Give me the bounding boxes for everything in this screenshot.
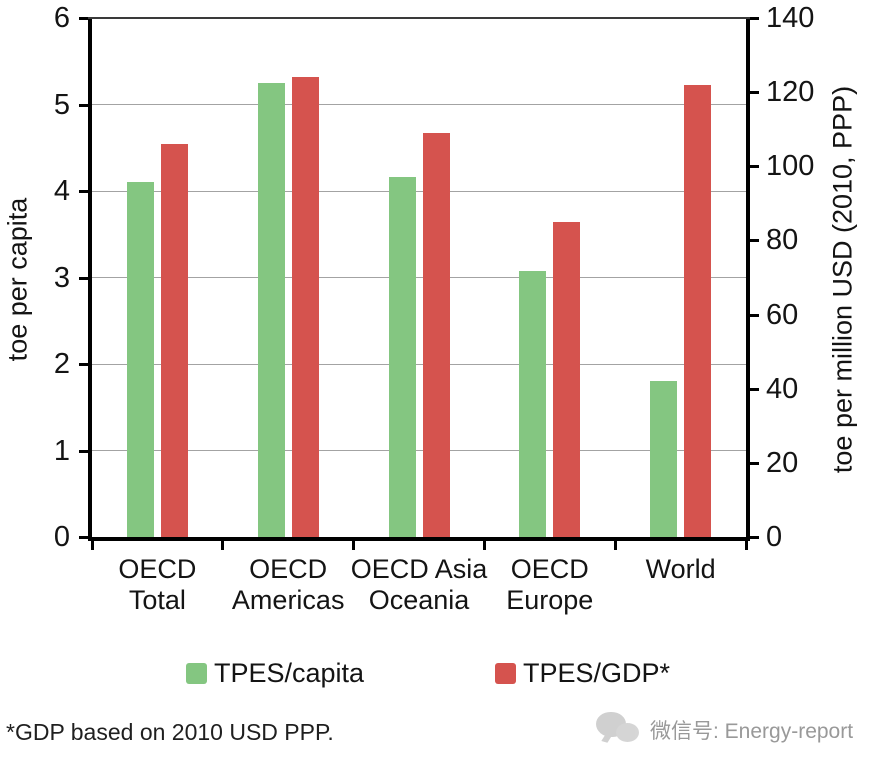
bottom-tick-5 [744,541,748,550]
bottom-tick-1 [221,541,225,550]
left-tick-6 [79,17,88,20]
gridline-1 [92,450,746,451]
watermark: 微信号: Energy-report [596,706,853,754]
legend-item-tpes-gdp: TPES/GDP* [495,657,671,688]
right-tick-label-40: 40 [766,372,799,405]
category-label-oecd-europe: OECD Europe [506,554,594,615]
right-axis-line [746,18,750,541]
left-tick-5 [79,103,88,107]
left-axis-line [88,18,92,541]
bottom-tick-2 [352,541,356,550]
legend-item-tpes-capita: TPES/capita [186,657,365,688]
left-tick-label-4: 4 [53,175,70,207]
right-tick-0 [750,536,759,539]
right-tick-100 [750,165,759,169]
watermark-text: 微信号: Energy-report [650,720,854,743]
left-tick-label-0: 0 [53,521,70,553]
wechat-icon [596,709,642,751]
left-tick-label-3: 3 [53,261,70,294]
right-tick-label-100: 100 [766,150,815,183]
bottom-tick-3 [482,541,486,550]
legend-swatch-tpes-gdp [495,662,516,684]
bottom-tick-4 [613,541,617,550]
right-tick-40 [750,387,759,391]
right-tick-20 [750,461,759,465]
right-tick-label-20: 20 [766,446,799,479]
footnote: *GDP based on 2010 USD PPP. [6,719,334,745]
gridline-3 [92,277,746,278]
bar-tpes-gdp-world [684,84,712,537]
right-tick-60 [750,313,759,317]
bar-tpes-gdp-oecd-asia-oceania [422,132,450,537]
category-label-oecd-americas: OECD Americas [231,554,345,615]
left-tick-label-1: 1 [53,434,70,467]
category-label-oecd-asia-oceania: OECD Asia Oceania [350,554,488,615]
left-tick-0 [79,536,88,539]
bottom-axis-line [88,537,750,541]
left-tick-label-6: 6 [53,2,70,34]
bar-tpes-gdp-oecd-europe [553,221,581,537]
bottom-tick-0 [90,541,94,550]
bar-tpes-capita-oecd-asia-oceania [388,177,416,537]
right-tick-label-0: 0 [766,521,783,553]
right-tick-label-60: 60 [766,298,799,331]
legend-label-tpes-capita: TPES/capita [214,657,365,688]
left-tick-3 [79,276,88,280]
left-tick-1 [79,449,88,453]
legend-label-tpes-gdp: TPES/GDP* [523,657,671,688]
bar-tpes-gdp-oecd-americas [291,77,319,537]
left-tick-label-2: 2 [53,348,70,380]
bar-tpes-capita-oecd-europe [519,271,547,537]
bar-tpes-gdp-oecd-total [160,144,188,537]
right-tick-140 [750,17,759,20]
bar-tpes-capita-world [650,381,678,537]
bar-tpes-capita-oecd-total [126,182,154,537]
left-tick-2 [79,363,88,366]
plot-top-border [88,17,750,19]
right-tick-120 [750,91,759,95]
gridline-4 [92,190,746,192]
category-label-oecd-total: OECD Total [118,554,197,615]
gridline-5 [92,104,746,105]
legend-swatch-tpes-capita [186,662,207,684]
bar-tpes-capita-oecd-americas [257,82,285,537]
gridline-2 [92,363,746,365]
right-tick-label-140: 140 [766,2,815,34]
right-tick-label-120: 120 [766,76,815,109]
left-tick-4 [79,190,88,193]
category-label-world: World [645,554,716,584]
right-tick-label-80: 80 [766,224,799,257]
right-tick-80 [750,239,759,243]
left-tick-label-5: 5 [53,88,70,121]
